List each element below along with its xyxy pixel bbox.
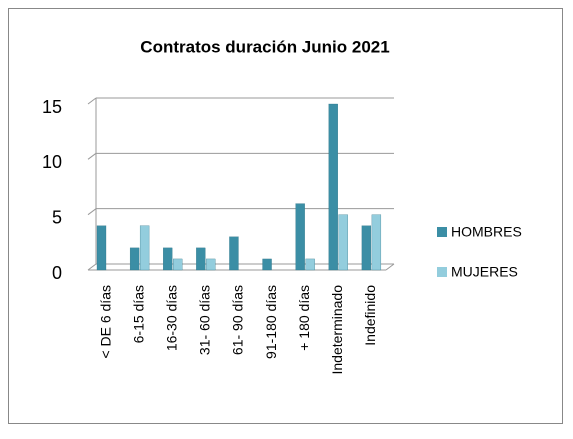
- y-tick-label: 0: [52, 263, 62, 283]
- x-tick-label: 61- 90 días: [230, 285, 246, 355]
- x-axis-side: [385, 263, 395, 271]
- bar: [295, 203, 305, 271]
- x-tick-label: 31- 60 días: [197, 285, 213, 355]
- legend-label: HOMBRES: [451, 224, 522, 240]
- legend-swatch: [437, 227, 447, 237]
- bar: [305, 258, 315, 271]
- bar: [338, 214, 348, 271]
- bar: [196, 247, 206, 271]
- x-tick-label: Indeterminado: [329, 285, 345, 375]
- x-tick-label: 16-30 días: [163, 285, 179, 351]
- bar: [96, 225, 107, 271]
- bar: [361, 225, 372, 271]
- y-tick-label: 5: [52, 207, 62, 227]
- bar: [163, 247, 173, 271]
- chart-title: Contratos duración Junio 2021: [140, 37, 389, 56]
- x-tick-label: 6-15 días: [130, 285, 146, 343]
- bar: [173, 258, 183, 271]
- bar: [129, 247, 140, 271]
- grid-tick: [87, 97, 97, 105]
- bar: [206, 258, 216, 271]
- x-tick-label: < DE 6 días: [97, 285, 113, 359]
- grid-tick: [87, 263, 97, 271]
- bar: [229, 236, 239, 271]
- y-tick-label: 10: [42, 152, 62, 172]
- bar: [328, 103, 338, 271]
- grid-tick: [87, 152, 97, 160]
- chart-border: [8, 8, 563, 424]
- x-tick-label: Indefinido: [362, 285, 378, 346]
- bar: [139, 225, 150, 271]
- bar: [262, 258, 272, 271]
- grid-tick: [87, 208, 97, 216]
- bar: [371, 214, 382, 271]
- x-tick-label: + 180 días: [296, 285, 312, 351]
- y-tick-label: 15: [42, 97, 62, 117]
- legend-swatch: [437, 267, 447, 277]
- x-tick-label: 91-180 días: [263, 285, 279, 359]
- legend-label: MUJERES: [451, 264, 518, 280]
